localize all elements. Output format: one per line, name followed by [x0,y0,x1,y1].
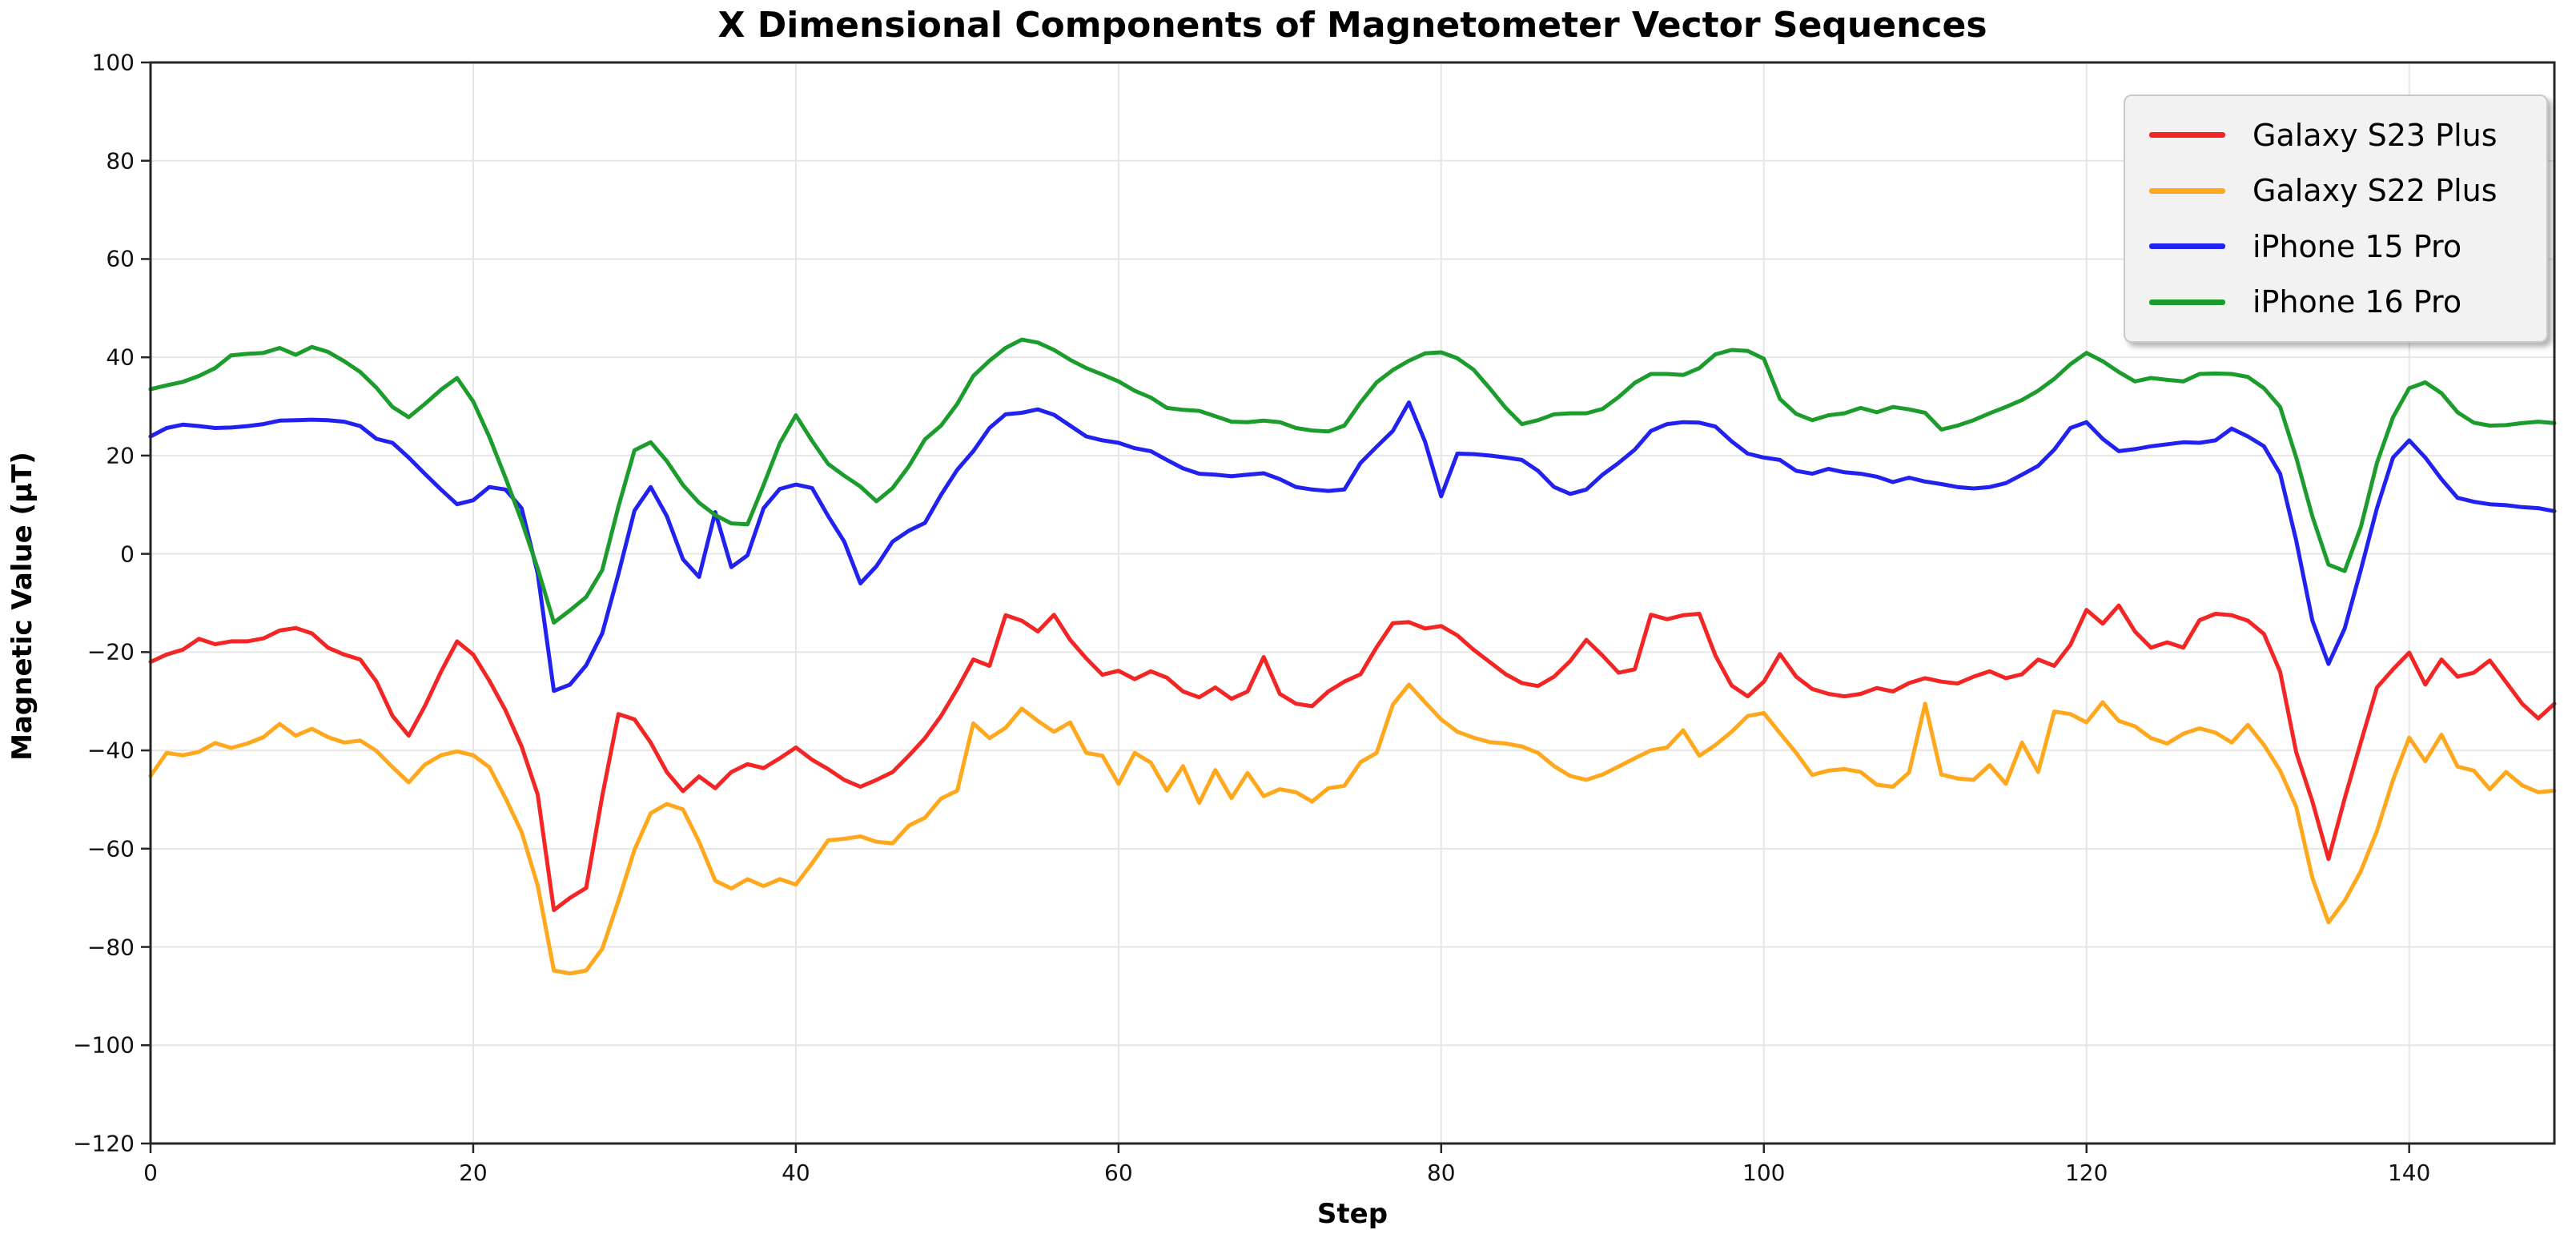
legend-item-iphone-16-pro: iPhone 16 Pro [2149,275,2546,331]
legend-label: iPhone 15 Pro [2252,228,2462,264]
y-tick-label: 80 [106,147,135,175]
gridlines [150,62,2554,1144]
legend-line-swatch-blue [2149,243,2225,250]
y-tick-label: −60 [86,835,135,862]
x-tick-label: 100 [1742,1160,1786,1186]
y-tick-label: 20 [106,442,135,469]
axes-frame [149,61,2556,1145]
legend-line-swatch-red [2149,132,2225,139]
x-tick-label: 80 [1426,1160,1456,1186]
x-tick-label: 20 [459,1160,488,1186]
x-tick-label: 140 [2387,1160,2431,1186]
legend-label: Galaxy S23 Plus [2252,117,2498,153]
y-tick-label: −40 [86,737,135,764]
legend-label: iPhone 16 Pro [2252,284,2462,320]
y-tick-label: −80 [86,934,135,961]
y-tick-label: −20 [86,638,135,665]
y-tick-label: 60 [106,245,135,272]
legend-item-iphone-15-pro: iPhone 15 Pro [2149,219,2546,275]
x-tick-label: 60 [1104,1160,1133,1186]
x-tick-label: 40 [782,1160,810,1186]
legend-line-swatch-orange [2149,187,2225,194]
chart-title: X Dimensional Components of Magnetometer… [717,5,1987,46]
y-tick-label: −100 [73,1031,135,1059]
legend-item-galaxy-s23-plus: Galaxy S23 Plus [2149,107,2546,163]
x-axis-label: Step [1316,1198,1388,1230]
x-tick-label: 0 [143,1160,158,1186]
legend-item-galaxy-s22-plus: Galaxy S22 Plus [2149,163,2546,219]
y-tick-label: 40 [106,344,135,371]
x-tick-label: 120 [2064,1160,2108,1186]
axis-ticks [141,61,2410,1153]
y-tick-label: −120 [73,1130,135,1157]
y-tick-label: 100 [91,49,135,76]
legend-label: Galaxy S22 Plus [2252,173,2498,209]
y-tick-label: 0 [120,541,135,568]
data-series-lines [148,337,2557,976]
legend: Galaxy S23 Plus Galaxy S22 Plus iPhone 1… [2124,94,2548,343]
legend-line-swatch-green [2149,299,2225,305]
